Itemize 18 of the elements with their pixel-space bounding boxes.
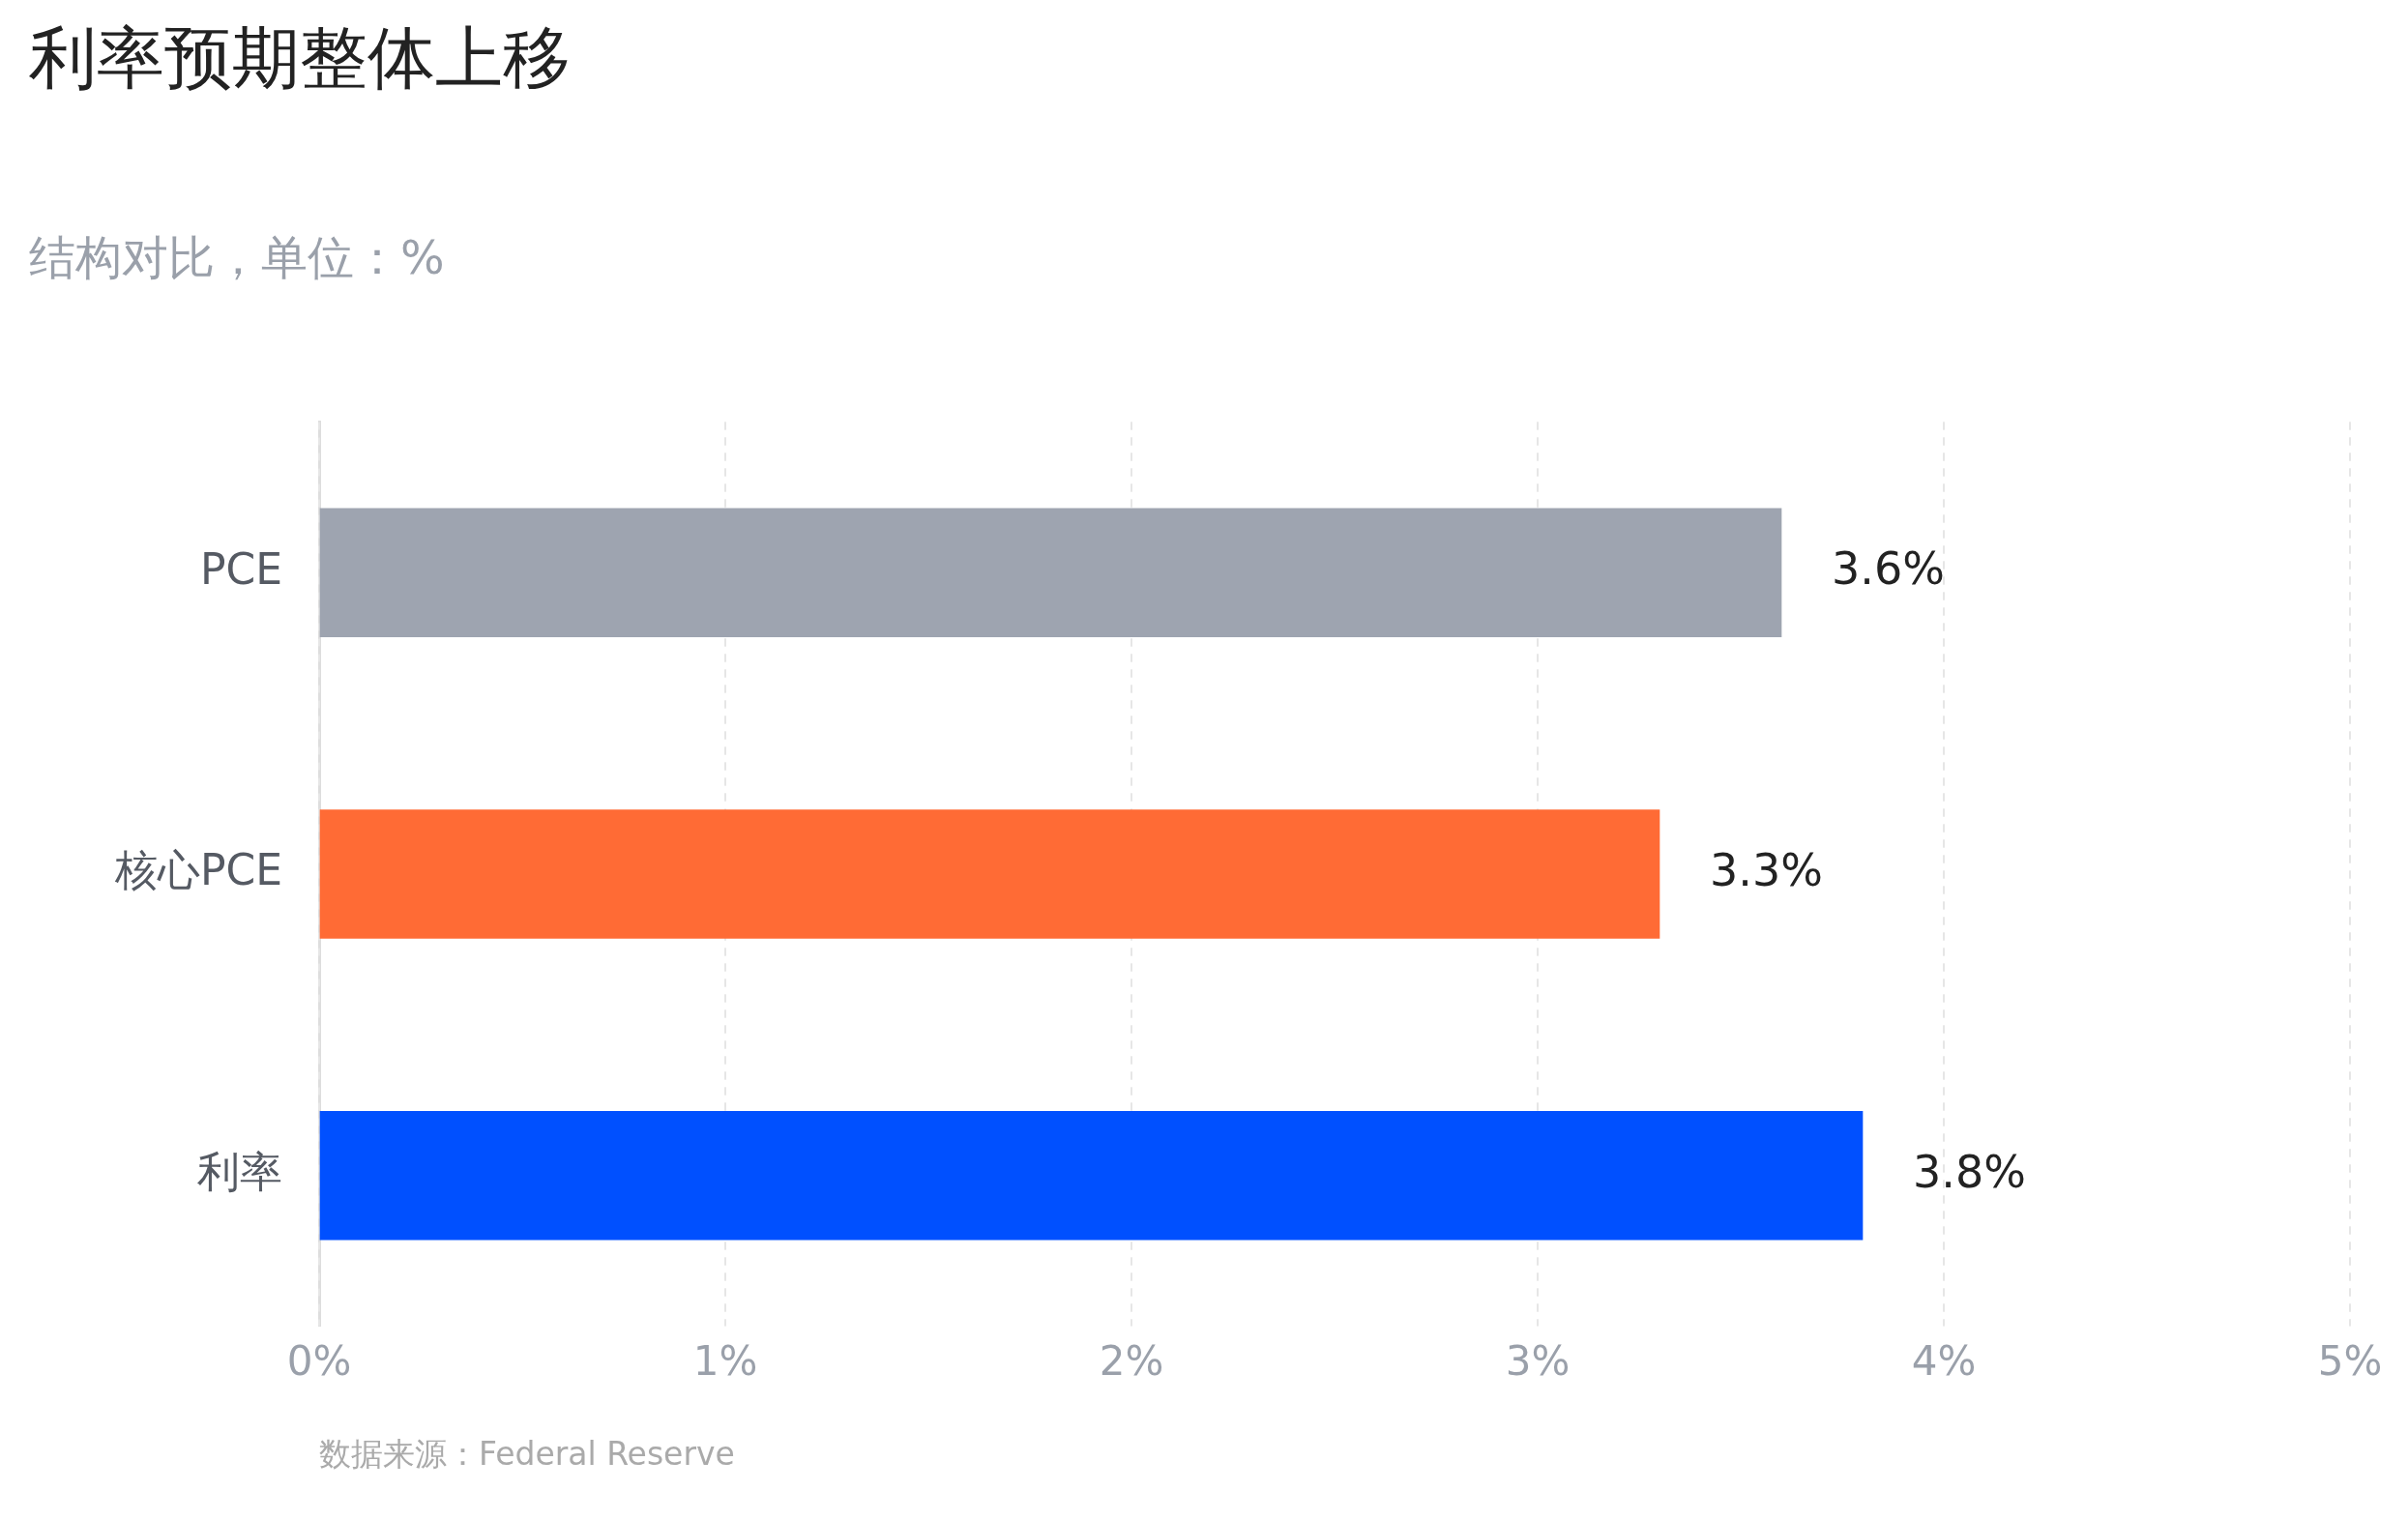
bar	[319, 1110, 1864, 1241]
y-tick-label: PCE	[199, 543, 282, 594]
x-tick-label: 4%	[1911, 1336, 1977, 1385]
x-tick-label: 5%	[2317, 1336, 2383, 1385]
source-note: 数据来源：Federal Reserve	[319, 1434, 735, 1475]
x-tick-label: 1%	[692, 1336, 758, 1385]
y-tick-label: 利率	[197, 1147, 282, 1197]
chart-subtitle: 结构对比，单位：%	[29, 229, 445, 286]
data-label: 3.6%	[1832, 542, 1945, 596]
x-tick-label: 3%	[1505, 1336, 1571, 1385]
bar	[319, 809, 1660, 939]
data-label: 3.8%	[1913, 1145, 2026, 1198]
chart-title: 利率预期整体上移	[29, 17, 571, 100]
y-tick-label: 核心PCE	[113, 845, 282, 895]
bar	[319, 508, 1782, 638]
data-label: 3.3%	[1710, 843, 1823, 896]
x-tick-label: 2%	[1099, 1336, 1164, 1385]
x-tick-label: 0%	[286, 1336, 352, 1385]
